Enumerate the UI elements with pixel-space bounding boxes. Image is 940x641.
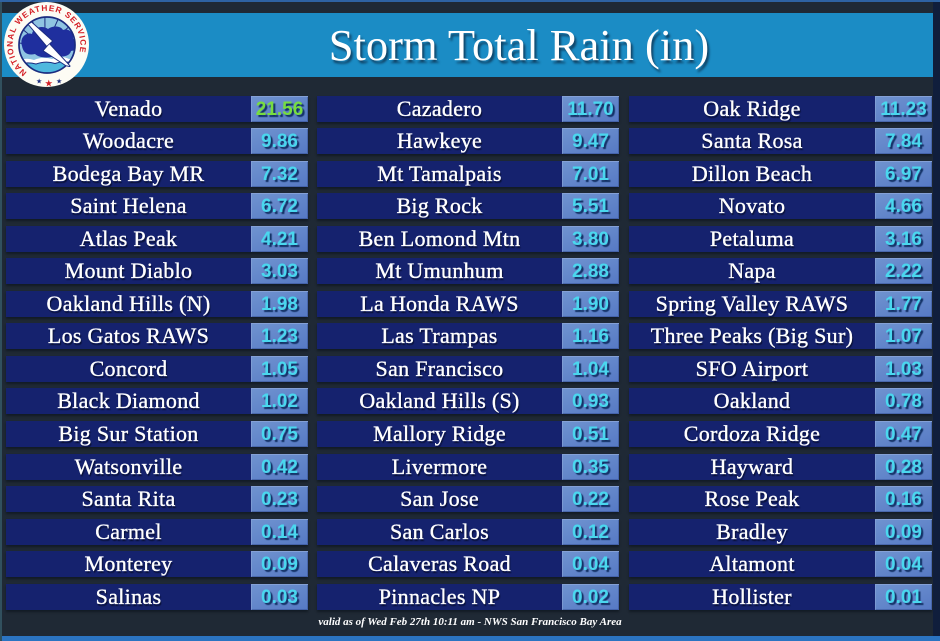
- svg-text:★: ★: [56, 78, 62, 86]
- svg-text:★: ★: [45, 79, 54, 89]
- svg-text:★: ★: [36, 78, 42, 86]
